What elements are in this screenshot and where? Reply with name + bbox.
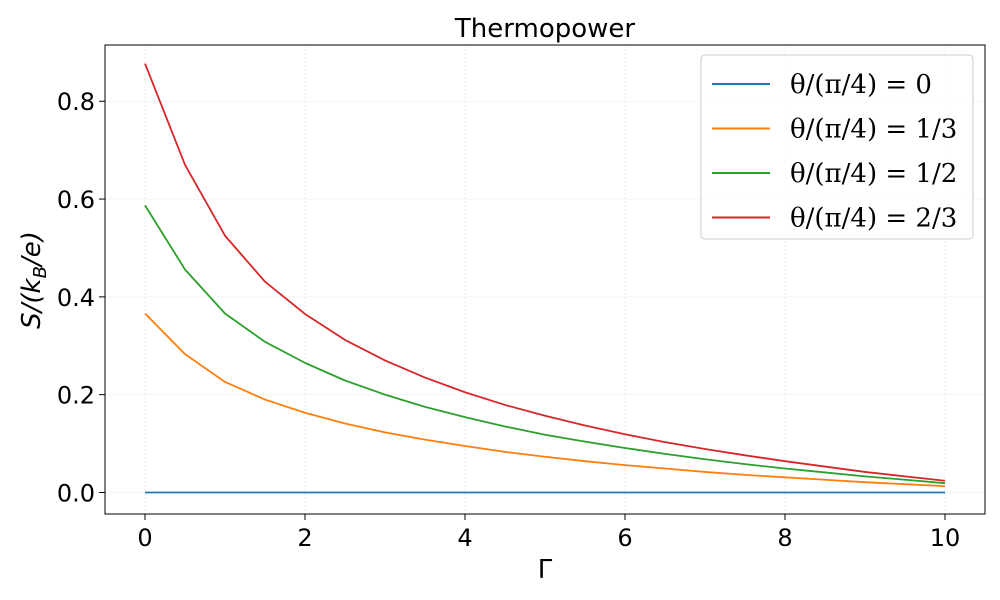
y-tick-label: 0.0 <box>57 479 95 507</box>
series-line-2 <box>144 204 946 485</box>
x-tick-label: 2 <box>297 524 312 552</box>
y-tick-label: 0.6 <box>57 186 95 214</box>
y-tick-label: 0.4 <box>57 284 95 312</box>
legend-label-2: θ/(π/4) = 1/2 <box>790 159 957 189</box>
legend: θ/(π/4) = 0 θ/(π/4) = 1/3 θ/(π/4) = 1/2 θ/(… <box>700 54 974 240</box>
y-tick-label: 0.2 <box>57 382 95 410</box>
x-tick-label: 10 <box>930 524 961 552</box>
chart-title: Thermopower <box>454 14 635 44</box>
y-tick-label: 0.8 <box>57 88 95 116</box>
legend-frame <box>700 54 974 240</box>
legend-label-0: θ/(π/4) = 0 <box>790 70 932 100</box>
x-tick-label: 6 <box>617 524 632 552</box>
legend-label-3: θ/(π/4) = 2/3 <box>790 204 957 234</box>
series-line-1 <box>144 312 946 488</box>
x-tick-label: 8 <box>777 524 792 552</box>
legend-label-1: θ/(π/4) = 1/3 <box>790 115 957 145</box>
y-axis-label: S/(kB/e) <box>17 231 51 329</box>
x-tick-label: 0 <box>137 524 152 552</box>
plot-frame <box>104 44 986 515</box>
y-axis: 0.0 0.2 0.4 0.6 0.8 <box>57 88 105 507</box>
series-layer <box>144 63 946 494</box>
x-tick-label: 4 <box>457 524 472 552</box>
x-axis: 0 2 4 6 8 10 <box>137 514 960 552</box>
series-line-3 <box>144 63 946 482</box>
x-axis-label: Γ <box>538 555 553 585</box>
